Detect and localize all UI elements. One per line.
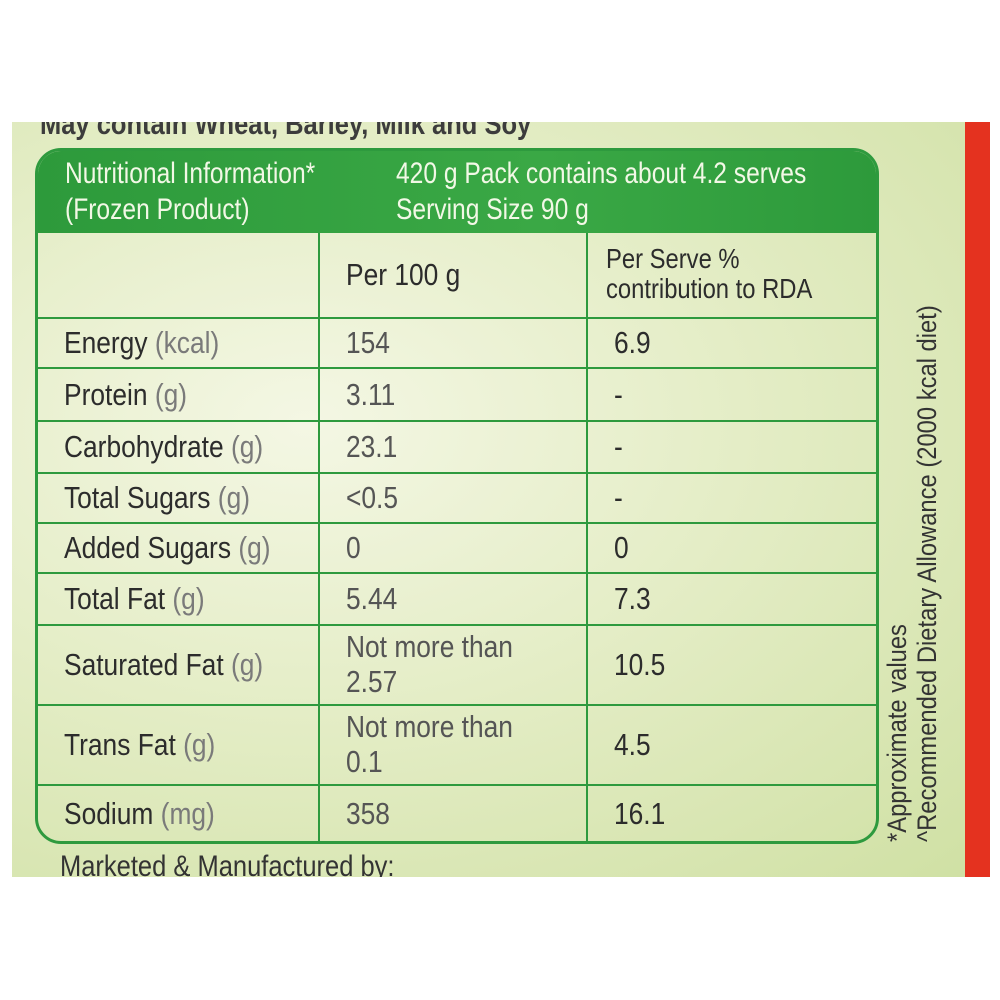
nutrient-name: Trans Fat: [64, 727, 176, 762]
table-row: Added Sugars (g) 0 0: [38, 522, 876, 574]
red-stripe: [965, 122, 990, 877]
table-row: Sodium (mg) 358 16.1: [38, 784, 876, 841]
nutrient-unit: (g): [183, 727, 216, 762]
label-photo: May contain Wheat, Barley, Milk and Soy …: [12, 122, 990, 877]
per100-value: 23.1: [346, 429, 398, 464]
nutrient-unit: (g): [172, 581, 205, 616]
serving-size: Serving Size 90 g: [396, 193, 589, 226]
column-header-blank: [38, 233, 320, 318]
table-row: Saturated Fat (g) Not more than 2.57 10.…: [38, 624, 876, 706]
nutrient-unit: (mg): [160, 795, 215, 831]
nutrient-cell: Carbohydrate (g): [38, 420, 320, 474]
rda-value: 10.5: [614, 647, 666, 682]
per100-cell: <0.5: [318, 472, 588, 524]
nutrient-cell: Added Sugars (g): [38, 522, 320, 574]
table-row: Total Fat (g) 5.44 7.3: [38, 572, 876, 626]
table-row: Total Sugars (g) <0.5 -: [38, 472, 876, 524]
nutrient-name: Total Fat: [64, 581, 166, 616]
rda-cell: 4.5: [586, 704, 876, 786]
nutrient-name: Added Sugars: [64, 530, 232, 565]
nutrition-grid: Per 100 g Per Serve % contribution to RD…: [38, 233, 876, 841]
per100-value: 154: [346, 325, 390, 360]
nutrient-cell: Trans Fat (g): [38, 704, 320, 786]
column-header-rda: Per Serve % contribution to RDA: [586, 233, 876, 318]
rda-cell: 6.9: [586, 317, 876, 369]
per100-cell: 358: [318, 784, 588, 841]
nutrient-name: Carbohydrate: [64, 429, 224, 464]
rda-cell: -: [586, 367, 876, 422]
footer-text: Marketed & Manufactured by:: [60, 850, 395, 877]
nutrient-unit: (g): [238, 530, 271, 565]
table-row: Trans Fat (g) Not more than 0.1 4.5: [38, 704, 876, 786]
per100-value: 3.11: [346, 376, 396, 412]
per100-value: Not more than 2.57: [346, 629, 513, 699]
nutrient-unit: (kcal): [154, 325, 220, 360]
rda-value: -: [614, 480, 623, 515]
per100-cell: Not more than 2.57: [318, 624, 588, 706]
nutrient-name: Sodium: [64, 795, 154, 831]
nutrient-name: Protein: [64, 376, 148, 412]
rda-value: 4.5: [614, 727, 651, 762]
per100-value: 0: [346, 530, 361, 565]
header-title: Nutritional Information*: [65, 157, 316, 190]
footnote-rda: ^Recommended Dietary Allowance (2000 kca…: [912, 305, 942, 842]
nutrition-table: Nutritional Information* (Frozen Product…: [35, 148, 879, 844]
per100-cell: 0: [318, 522, 588, 574]
nutrient-unit: (g): [154, 376, 188, 412]
column-header-per100: Per 100 g: [318, 233, 588, 318]
per100-value: 358: [346, 795, 390, 831]
per100-value: Not more than 0.1: [346, 709, 513, 779]
rda-value: 16.1: [614, 795, 666, 831]
nutrient-cell: Total Sugars (g): [38, 472, 320, 524]
rda-value: 7.3: [614, 581, 651, 616]
rda-cell: 0: [586, 522, 876, 574]
per100-cell: 154: [318, 317, 588, 369]
per100-cell: 3.11: [318, 367, 588, 422]
nutrition-header: Nutritional Information* (Frozen Product…: [38, 151, 876, 233]
table-row: Energy (kcal) 154 6.9: [38, 317, 876, 369]
table-row: Carbohydrate (g) 23.1 -: [38, 420, 876, 474]
column-header-row: Per 100 g Per Serve % contribution to RD…: [38, 233, 876, 318]
nutrient-cell: Energy (kcal): [38, 317, 320, 369]
table-row: Protein (g) 3.11 -: [38, 367, 876, 422]
footnotes: *Approximate values ^Recommended Dietary…: [882, 232, 942, 842]
rda-value: 6.9: [614, 325, 651, 360]
nutrient-unit: (g): [217, 480, 251, 515]
allergen-text: May contain Wheat, Barley, Milk and Soy: [40, 122, 532, 141]
rda-value: -: [614, 429, 623, 464]
nutrient-name: Total Sugars: [64, 480, 211, 515]
nutrient-unit: (g): [230, 429, 264, 464]
pack-info: 420 g Pack contains about 4.2 serves: [396, 157, 807, 190]
nutrient-name: Saturated Fat: [64, 647, 224, 682]
per100-cell: 5.44: [318, 572, 588, 626]
rda-cell: 16.1: [586, 784, 876, 841]
nutrient-cell: Total Fat (g): [38, 572, 320, 626]
rda-cell: 10.5: [586, 624, 876, 706]
per100-value: 5.44: [346, 581, 398, 616]
nutrient-cell: Sodium (mg): [38, 784, 320, 841]
nutrient-cell: Saturated Fat (g): [38, 624, 320, 706]
rda-value: 0: [614, 530, 629, 565]
nutrient-unit: (g): [230, 647, 264, 682]
footnote-approx: *Approximate values: [882, 624, 912, 842]
nutrient-name: Energy: [64, 325, 148, 360]
rda-value: -: [614, 376, 623, 412]
rda-cell: -: [586, 420, 876, 474]
nutrient-cell: Protein (g): [38, 367, 320, 422]
per100-value: <0.5: [346, 480, 399, 515]
rda-cell: 7.3: [586, 572, 876, 626]
per100-cell: Not more than 0.1: [318, 704, 588, 786]
per100-cell: 23.1: [318, 420, 588, 474]
rda-cell: -: [586, 472, 876, 524]
header-subtitle: (Frozen Product): [65, 193, 250, 226]
